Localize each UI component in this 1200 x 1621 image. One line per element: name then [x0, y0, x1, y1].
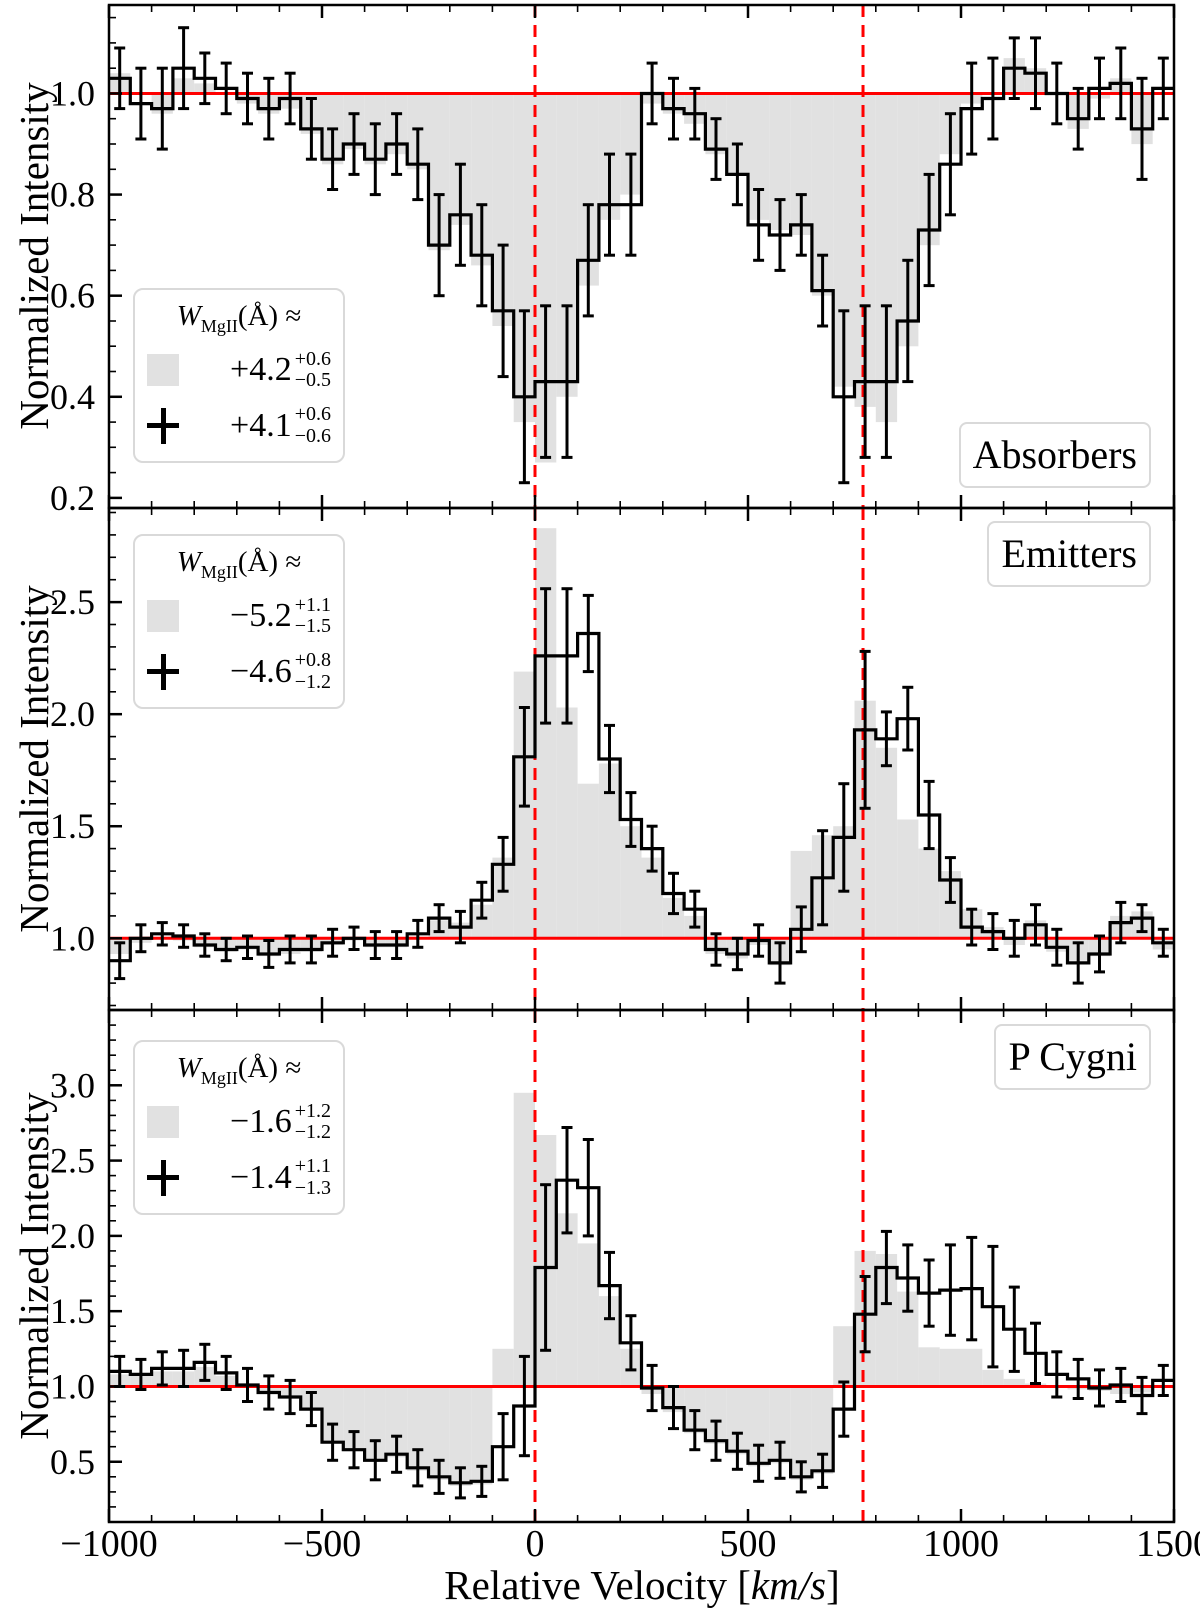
legend-entry-gray: +4.2 +0.6 −0.5	[147, 347, 331, 392]
x-tick-label: 0	[526, 1523, 545, 1565]
legend-value: −5.2 +1.1 −1.5	[230, 593, 331, 638]
error-bars	[114, 1126, 1169, 1500]
x-axis-label-text: Relative Velocity [	[444, 1562, 751, 1608]
legend-title: WMgII(Å) ≈	[176, 546, 302, 582]
y-tick-label: 1.0	[50, 918, 95, 958]
panel-border	[107, 1008, 1176, 1524]
errorbar-swatch-icon	[147, 407, 179, 444]
y-tick-label: 0.5	[50, 1442, 95, 1482]
legend-value: +4.1 +0.6 −0.6	[230, 402, 331, 447]
y-tick-label: 1.5	[50, 806, 95, 846]
legend-value: −4.6 +0.8 −1.2	[230, 648, 331, 693]
x-axis-label-bracket: ]	[826, 1562, 840, 1608]
panel-absorbers: 0.2 0.4 0.6 0.8 1.0	[50, 3, 1176, 518]
y-tick-label: 1.5	[50, 1291, 95, 1331]
legend-title: WMgII(Å) ≈	[176, 300, 302, 336]
errorbar-swatch-icon	[147, 1159, 179, 1196]
y-axis-label-absorbers: Normalized Intensity	[11, 82, 57, 430]
legend-value: +4.2 +0.6 −0.5	[230, 347, 331, 392]
panel-p-cygni: 0.5 1.0 1.5 2.0 2.5 3.0	[50, 1008, 1176, 1524]
y-tick-label: 2.0	[50, 694, 95, 734]
legend-value: −1.4 +1.1 −1.3	[230, 1154, 331, 1199]
gray-fill-swatch	[147, 354, 179, 387]
black-step-spectrum	[109, 631, 1174, 965]
legend-entry-gray: −5.2 +1.1 −1.5	[147, 593, 331, 638]
y-axis-label-pcygni: Normalized Intensity	[11, 1092, 57, 1440]
black-step-spectrum	[109, 66, 1174, 399]
legend-pcygni: WMgII(Å) ≈ −1.6 +1.2 −1.2 −1.4 +1.1 −1.3	[133, 1040, 345, 1216]
y-tick-label: 0.2	[50, 478, 95, 518]
legend-entry-black: −4.6 +0.8 −1.2	[147, 648, 331, 693]
x-tick-label: 500	[720, 1523, 777, 1565]
gray-fill-swatch	[147, 1106, 179, 1139]
legend-title: WMgII(Å) ≈	[176, 1052, 302, 1088]
x-tick-label: −500	[283, 1523, 361, 1565]
panel-tag-pcygni: P Cygni	[994, 1024, 1151, 1090]
y-tick-label: 2.5	[50, 582, 95, 622]
legend-absorbers: WMgII(Å) ≈ +4.2 +0.6 −0.5 +4.1 +0.6 −0.6	[133, 288, 345, 464]
y-tick-label: 2.5	[50, 1141, 95, 1181]
x-tick-label: −1000	[60, 1523, 157, 1565]
x-tick-label: 1000	[923, 1523, 999, 1565]
gray-fill-swatch	[147, 600, 179, 633]
panel-tag-absorbers: Absorbers	[958, 422, 1151, 488]
errorbar-swatch-icon	[147, 653, 179, 690]
x-tick-label: 1500	[1136, 1523, 1200, 1565]
x-axis-label-units: km/s	[750, 1562, 827, 1608]
legend-value: −1.6 +1.2 −1.2	[230, 1099, 331, 1144]
y-tick-label: 0.4	[50, 377, 95, 417]
legend-entry-gray: −1.6 +1.2 −1.2	[147, 1099, 331, 1144]
y-tick-label: 1.0	[50, 1366, 95, 1406]
legend-entry-black: −1.4 +1.1 −1.3	[147, 1154, 331, 1199]
y-tick-label: 1.0	[50, 73, 95, 113]
y-tick-label: 0.6	[50, 276, 95, 316]
x-axis-label: Relative Velocity [km/s]	[444, 1561, 839, 1609]
error-bars	[114, 26, 1169, 485]
error-bars	[114, 587, 1169, 985]
black-step-spectrum	[109, 1178, 1174, 1485]
panel-emitters: 1.0 1.5 2.0 2.5	[50, 506, 1176, 1012]
gray-histogram-fill	[109, 1092, 1153, 1486]
y-tick-label: 0.8	[50, 175, 95, 215]
panel-tag-emitters: Emitters	[987, 521, 1151, 587]
y-axis-label-emitters: Normalized Intensity	[11, 585, 57, 933]
y-tick-label: 2.0	[50, 1216, 95, 1256]
legend-entry-black: +4.1 +0.6 −0.6	[147, 402, 331, 447]
legend-emitters: WMgII(Å) ≈ −5.2 +1.1 −1.5 −4.6 +0.8 −1.2	[133, 534, 345, 710]
y-tick-label: 3.0	[50, 1065, 95, 1105]
